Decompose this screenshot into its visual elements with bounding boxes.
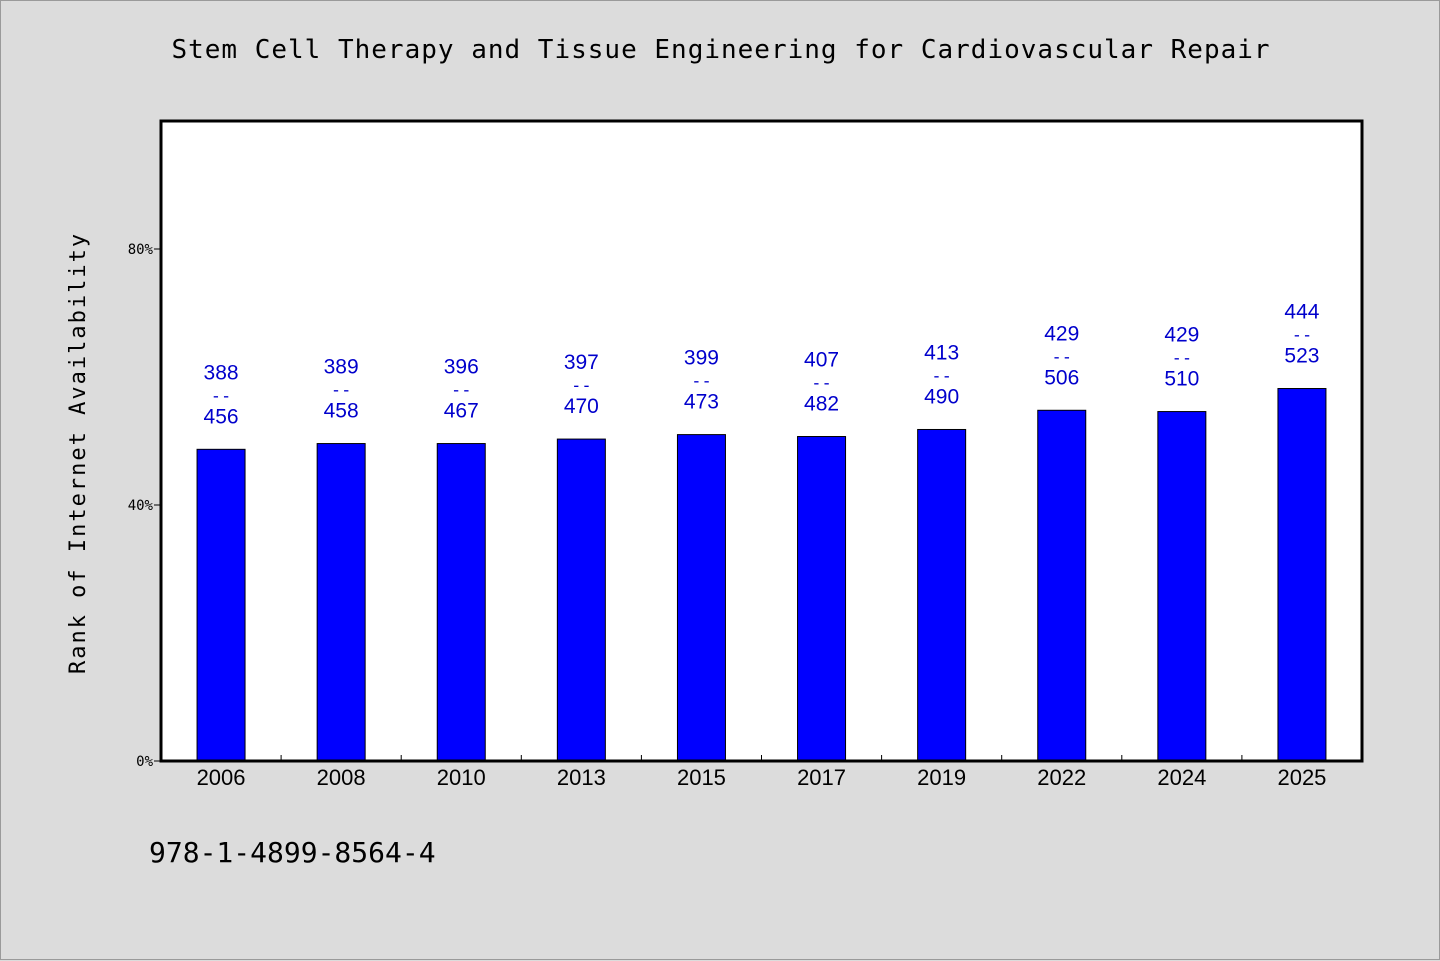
- data-label-separator: --: [451, 381, 471, 401]
- x-tick-label: 2015: [677, 765, 726, 790]
- data-label-separator: --: [811, 374, 831, 394]
- data-label-top: 429: [1164, 324, 1199, 347]
- bar: [1037, 409, 1087, 762]
- data-label-bottom: 456: [204, 405, 239, 428]
- bar: [1157, 411, 1207, 762]
- y-tick-label: 0%: [136, 754, 153, 770]
- data-label-bottom: 482: [804, 393, 839, 416]
- data-label-top: 396: [444, 356, 479, 379]
- y-axis-label: Rank of Internet Availability: [66, 232, 91, 674]
- data-label-separator: --: [571, 376, 591, 396]
- bar: [676, 434, 726, 762]
- data-label-top: 388: [204, 361, 239, 384]
- bar: [797, 436, 847, 762]
- bar: [556, 438, 606, 762]
- data-label-top: 399: [684, 347, 719, 370]
- data-label-separator: --: [1172, 349, 1192, 369]
- bar: [1277, 388, 1327, 762]
- y-tick-label: 80%: [128, 242, 154, 258]
- data-label-bottom: 470: [564, 395, 599, 418]
- plot-border: [159, 119, 1364, 763]
- x-tick-label: 2013: [557, 765, 606, 790]
- data-label-top: 389: [324, 356, 359, 379]
- data-label-bottom: 523: [1284, 345, 1319, 368]
- x-tick-label: 2019: [917, 765, 966, 790]
- footer-isbn: 978-1-4899-8564-4: [149, 836, 436, 869]
- x-tick-label: 2006: [197, 765, 246, 790]
- x-tick-label: 2017: [797, 765, 846, 790]
- x-tick-label: 2010: [437, 765, 486, 790]
- data-label-top: 429: [1044, 322, 1079, 345]
- data-label-separator: --: [691, 372, 711, 392]
- chart-title: Stem Cell Therapy and Tissue Engineering…: [171, 35, 1271, 65]
- x-tick-label: 2008: [317, 765, 366, 790]
- bar: [436, 443, 486, 762]
- data-label-separator: --: [211, 386, 231, 406]
- data-label-bottom: 506: [1044, 366, 1079, 389]
- data-label-bottom: 458: [324, 400, 359, 423]
- data-label-separator: --: [331, 381, 351, 401]
- bar: [917, 428, 967, 762]
- x-tick-label: 2024: [1157, 765, 1206, 790]
- data-label-top: 413: [924, 341, 959, 364]
- data-label-bottom: 510: [1164, 368, 1199, 391]
- data-label-top: 444: [1284, 301, 1319, 324]
- bar: [316, 443, 366, 762]
- bar: [196, 448, 246, 762]
- data-label-bottom: 473: [684, 391, 719, 414]
- data-label-separator: --: [1052, 347, 1072, 367]
- x-tick-label: 2022: [1037, 765, 1086, 790]
- data-label-bottom: 490: [924, 385, 959, 408]
- data-label-separator: --: [1292, 326, 1312, 346]
- data-label-top: 397: [564, 351, 599, 374]
- data-label-top: 407: [804, 349, 839, 372]
- x-tick-label: 2025: [1277, 765, 1326, 790]
- y-tick-label: 40%: [128, 498, 154, 514]
- data-label-bottom: 467: [444, 400, 479, 423]
- data-label-separator: --: [931, 366, 951, 386]
